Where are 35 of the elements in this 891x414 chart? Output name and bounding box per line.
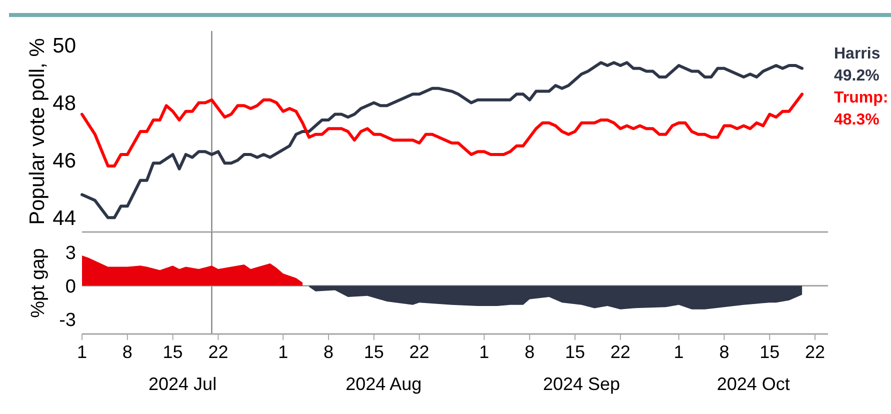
x-tick-label: 1: [76, 342, 88, 362]
text: Trump:: [834, 89, 888, 106]
x-tick-label: 22: [208, 342, 228, 362]
y-tick-label: 44: [52, 206, 76, 230]
x-tick-label: 15: [760, 342, 780, 362]
text: 2024 Aug: [346, 374, 422, 394]
text: 2024 Oct: [716, 374, 790, 394]
y-tick-label: 3: [65, 242, 76, 264]
y-axis-title: %pt gap: [28, 248, 49, 318]
x-tick-label: 1: [674, 342, 684, 362]
y-axis-title: Popular vote poll, %: [26, 38, 49, 225]
text: 2024 Sep: [542, 374, 620, 394]
x-tick-label: 22: [610, 342, 630, 362]
x-tick-label: 15: [364, 342, 384, 362]
text: 48.3%: [834, 111, 880, 128]
x-tick-label: 8: [323, 342, 334, 362]
text: 49.2%: [834, 67, 880, 84]
x-tick-label: 15: [162, 342, 183, 362]
text: Harris: [834, 45, 880, 62]
y-tick-label: 48: [52, 92, 76, 116]
x-tick-label: 1: [479, 342, 490, 362]
x-tick-label: 8: [719, 342, 730, 362]
x-tick-label: 1: [278, 342, 288, 362]
y-tick-label: 0: [65, 276, 76, 298]
x-tick-label: 15: [564, 342, 586, 362]
line-series: [80, 92, 804, 168]
text: 2024 Jul: [148, 374, 217, 394]
x-tick-label: 8: [524, 342, 535, 362]
y-tick-label: 50: [52, 34, 76, 58]
y-tick-label: 46: [52, 150, 76, 173]
x-tick-label: 22: [805, 342, 826, 362]
x-tick-label: 22: [409, 342, 430, 362]
x-tick-label: 8: [122, 342, 132, 362]
y-tick-label: -3: [59, 310, 76, 332]
line-series: [80, 61, 804, 220]
